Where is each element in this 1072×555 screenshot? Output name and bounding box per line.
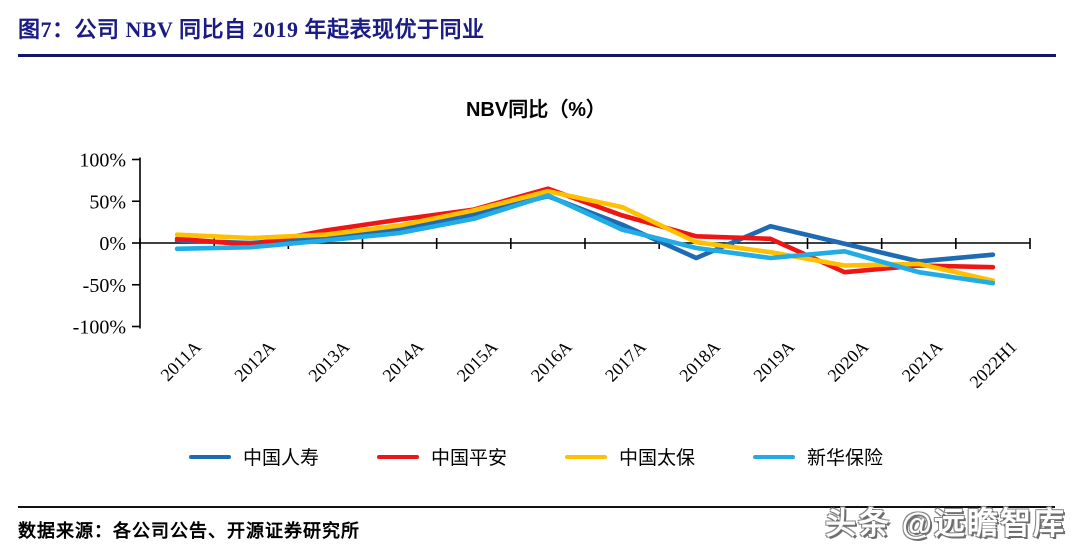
watermark: 头条 @远瞻智库	[825, 506, 1066, 541]
legend-label-nci: 新华保险	[807, 448, 884, 469]
legend-swatch-cpic	[565, 454, 607, 459]
x-tick-label: 2021A	[898, 337, 947, 386]
chart-legend: 中国人寿 中国平安 中国太保 新华保险	[0, 443, 1072, 470]
legend-item-ping-an: 中国平安	[376, 443, 507, 470]
legend-swatch-ping-an	[376, 454, 419, 459]
y-tick-label: 0%	[99, 233, 126, 255]
x-tick-label: 2017A	[601, 337, 650, 386]
series-line-2	[174, 188, 996, 283]
legend-item-china-life: 中国人寿	[188, 443, 319, 470]
series-line-1	[174, 186, 996, 275]
y-tick-label: 100%	[79, 150, 126, 172]
x-tick-label: 2020A	[824, 337, 873, 386]
x-tick-label: 2015A	[453, 337, 502, 386]
legend-item-nci: 新华保险	[753, 443, 883, 470]
figure-title: 图7：公司 NBV 同比自 2019 年起表现优于同业	[18, 17, 485, 42]
legend-label-cpic: 中国太保	[619, 448, 696, 469]
footer-divider	[18, 506, 1055, 508]
x-tick-label: 2012A	[230, 337, 279, 386]
series-line-3	[174, 193, 996, 286]
x-tick-label: 2011A	[157, 337, 205, 385]
legend-label-china-life: 中国人寿	[242, 448, 319, 469]
x-tick-label: 2018A	[675, 337, 724, 386]
legend-swatch-china-life	[188, 454, 231, 459]
x-tick-label: 2022H1	[966, 337, 1021, 392]
figure-header: 图7：公司 NBV 同比自 2019 年起表现优于同业	[18, 12, 1056, 57]
legend-label-ping-an: 中国平安	[430, 448, 507, 469]
legend-item-cpic: 中国太保	[565, 443, 695, 470]
x-tick-label: 2016A	[527, 337, 576, 386]
plot-area: 100% 50% 0% -50% -100% 2011A 2012A 2013A 2014A 20…	[0, 130, 1072, 415]
chart-title: NBV同比（%）	[465, 99, 606, 121]
nbv-line-chart: 100% 50% 0% -50% -100% 2011A 2012A 2013A 2014A 20…	[73, 150, 1031, 392]
data-source: 数据来源：各公司公告、开源证券研究所	[18, 521, 360, 541]
legend-swatch-nci	[753, 454, 796, 459]
y-tick-label: 50%	[89, 191, 126, 213]
y-tick-label: -50%	[83, 275, 126, 297]
y-tick-label: -100%	[73, 317, 126, 339]
x-tick-label: 2013A	[304, 337, 353, 386]
series-line-0	[174, 193, 996, 264]
x-tick-label: 2019A	[749, 337, 798, 386]
x-tick-label: 2014A	[379, 337, 428, 386]
